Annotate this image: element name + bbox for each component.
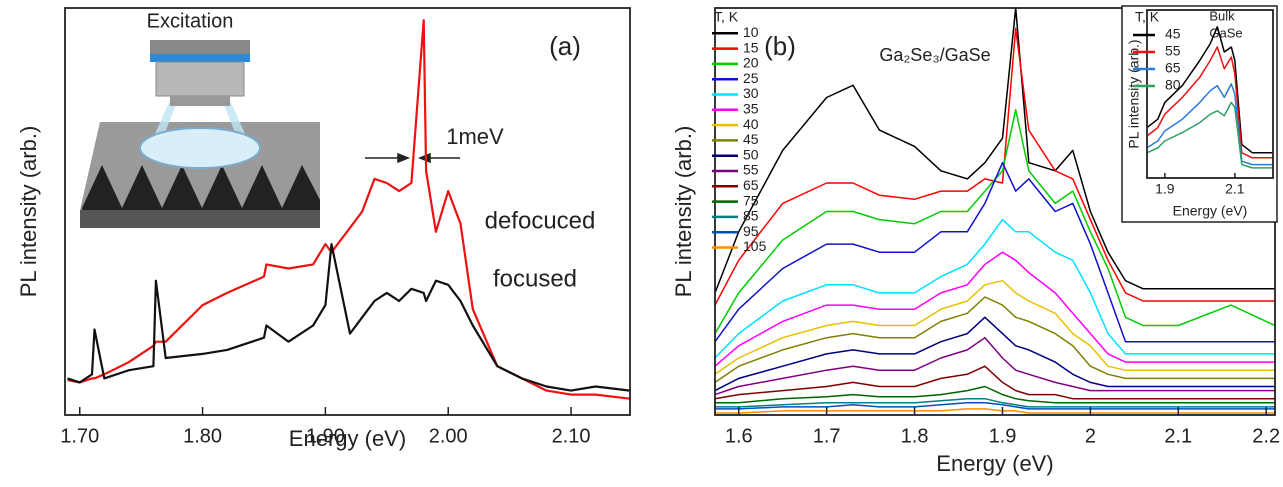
legend-label: 15 xyxy=(743,39,759,55)
x-tick-label: 2.2 xyxy=(1252,425,1280,447)
illustration xyxy=(80,40,320,228)
legend-label: 80 xyxy=(1165,77,1181,93)
series-line xyxy=(714,109,1276,334)
series-line xyxy=(714,316,1275,392)
y-axis-label: PL intensity (arb.) xyxy=(671,126,696,298)
x-tick-label: 1.7 xyxy=(813,425,841,447)
legend-label: 45 xyxy=(1165,26,1181,42)
x-tick-label: 2.10 xyxy=(552,425,591,447)
arrow-head xyxy=(397,152,411,164)
legend-title: T, K xyxy=(1135,9,1160,25)
x-axis-label: Energy (eV) xyxy=(1173,203,1248,219)
legend-label: 35 xyxy=(743,101,759,117)
objective-tip xyxy=(170,96,230,106)
series-line xyxy=(715,385,1275,404)
series-line xyxy=(714,218,1275,359)
legend-label: 95 xyxy=(743,223,759,239)
annotation: Excitation xyxy=(147,10,234,32)
series-label: focused xyxy=(493,265,577,292)
substrate-side xyxy=(80,210,320,228)
legend-label: 105 xyxy=(743,238,767,254)
x-tick-label: 2.1 xyxy=(1164,425,1192,447)
inset-background xyxy=(1121,5,1278,223)
series-line xyxy=(715,402,1275,410)
x-tick-label: 1.9 xyxy=(989,425,1017,447)
pyramids xyxy=(82,165,320,210)
legend-label: 10 xyxy=(743,24,759,40)
series-line xyxy=(714,279,1275,375)
legend-label: 50 xyxy=(743,146,759,162)
annotation: (b) xyxy=(764,31,796,61)
series-line xyxy=(1146,101,1273,169)
series-line xyxy=(1146,46,1273,159)
series-line xyxy=(715,397,1275,408)
x-tick-label: 1.70 xyxy=(60,425,99,447)
annotation: Ga₂Se₃/GaSe xyxy=(879,45,990,65)
x-tick-label: 2.1 xyxy=(1225,181,1245,197)
series-line xyxy=(714,365,1275,400)
series-label: defocuced xyxy=(485,207,596,234)
annotation: 1meV xyxy=(446,124,504,149)
legend-title: T, K xyxy=(714,9,739,25)
series-line xyxy=(714,161,1275,343)
legend-label: 40 xyxy=(743,116,759,132)
plot-frame xyxy=(1146,9,1274,179)
y-axis-label: PL intensity (arb.) xyxy=(1126,39,1142,148)
series-line xyxy=(67,243,631,392)
annotation: (a) xyxy=(549,31,581,61)
legend-label: 65 xyxy=(1165,60,1181,76)
objective-top xyxy=(150,40,250,54)
series-line xyxy=(714,251,1275,367)
x-tick-label: 2 xyxy=(1085,425,1096,447)
annotation: Bulk xyxy=(1209,8,1235,23)
legend-label: 75 xyxy=(743,192,759,208)
legend-label: 25 xyxy=(743,70,759,86)
plot-frame xyxy=(64,7,631,416)
objective-body xyxy=(155,61,245,97)
series-line xyxy=(715,408,1275,414)
series-line xyxy=(714,7,1275,294)
objective-band xyxy=(150,54,250,62)
x-tick-label: 1.6 xyxy=(725,425,753,447)
y-axis-label: PL intensity (arb.) xyxy=(16,126,41,298)
legend-label: 85 xyxy=(743,208,759,224)
x-axis-label: Energy (eV) xyxy=(936,451,1053,476)
series-line xyxy=(714,27,1275,306)
x-tick-label: 2.00 xyxy=(429,425,468,447)
legend-label: 65 xyxy=(743,177,759,193)
x-axis-label: Energy (eV) xyxy=(289,426,406,451)
legend-label: 20 xyxy=(743,55,759,71)
series-line xyxy=(714,296,1275,384)
x-tick-label: 1.80 xyxy=(183,425,222,447)
x-tick-label: 1.9 xyxy=(1155,181,1175,197)
legend-label: 55 xyxy=(1165,43,1181,59)
series-line xyxy=(67,19,631,400)
x-tick-label: 1.8 xyxy=(901,425,929,447)
x-tick-label: 1.90 xyxy=(306,425,345,447)
legend-label: 55 xyxy=(743,162,759,178)
series-line xyxy=(714,336,1275,396)
annotation: GaSe xyxy=(1209,25,1242,40)
legend-label: 45 xyxy=(743,131,759,147)
legend-label: 30 xyxy=(743,85,759,101)
spot xyxy=(139,127,261,169)
